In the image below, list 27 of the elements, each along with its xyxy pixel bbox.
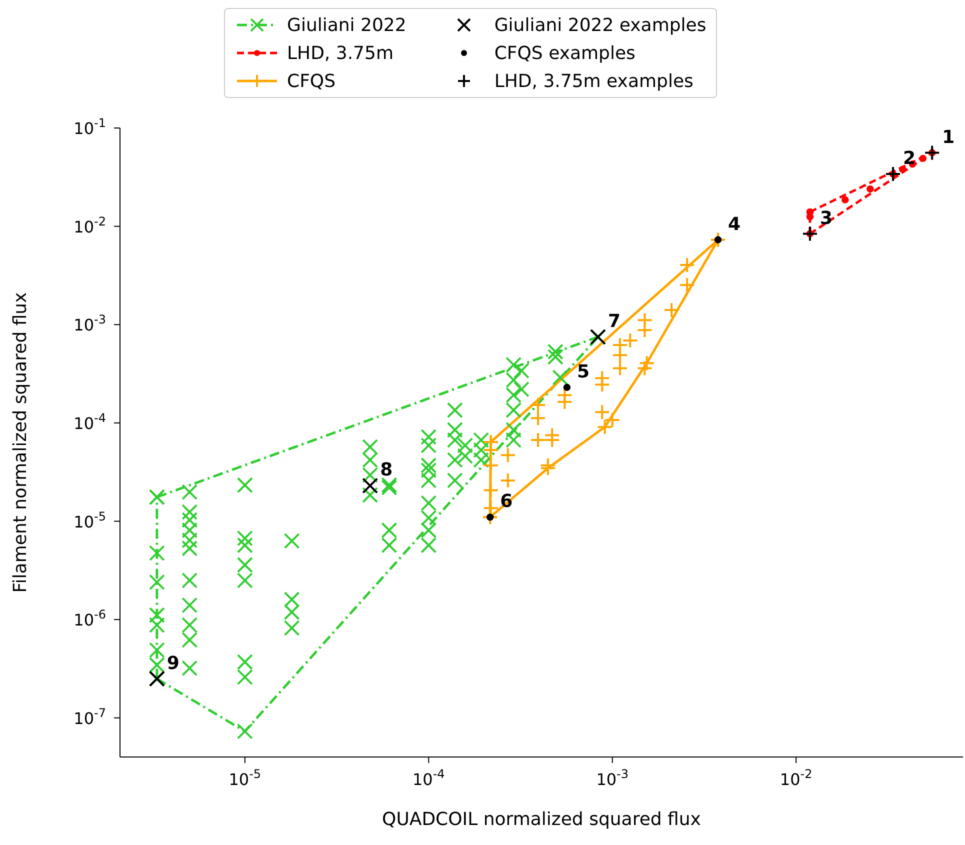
annotation: 1 bbox=[942, 126, 955, 148]
annotation: 4 bbox=[728, 214, 741, 235]
annotation: 3 bbox=[820, 208, 832, 229]
x-tick-label: 10$^{-2}$ bbox=[780, 767, 812, 789]
legend-label: Giuliani 2022 bbox=[286, 14, 406, 38]
y-tick-label: 10$^{-2}$ bbox=[74, 214, 106, 236]
y-axis-title: Filament normalized squared flux bbox=[10, 292, 31, 593]
legend-label: LHD, 3.75m bbox=[286, 42, 394, 66]
x-axis-title: QUADCOIL normalized squared flux bbox=[382, 809, 702, 830]
legend-label: CFQS examples bbox=[493, 42, 636, 66]
annotation: 5 bbox=[576, 361, 590, 382]
annotation: 9 bbox=[166, 652, 180, 674]
y-tick-label: 10$^{-1}$ bbox=[74, 116, 106, 138]
y-tick-label: 10$^{-4}$ bbox=[74, 410, 106, 433]
x-tick-label: 10$^{-5}$ bbox=[228, 767, 262, 789]
y-tick-label: 10$^{-7}$ bbox=[74, 706, 106, 728]
x-tick-label: 10$^{-4}$ bbox=[412, 767, 445, 789]
annotation: 7 bbox=[608, 310, 621, 332]
legend-label: LHD, 3.75m examples bbox=[493, 70, 694, 94]
y-tick-label: 10$^{-3}$ bbox=[74, 312, 106, 335]
y-tick-label: 10$^{-6}$ bbox=[74, 608, 106, 630]
annotation: 2 bbox=[903, 148, 916, 170]
x-tick-label: 10$^{-3}$ bbox=[596, 767, 629, 789]
annotation: 8 bbox=[380, 460, 393, 481]
y-tick-label: 10$^{-5}$ bbox=[74, 509, 106, 532]
legend-label: Giuliani 2022 examples bbox=[493, 14, 706, 38]
legend-label: CFQS bbox=[286, 70, 337, 94]
